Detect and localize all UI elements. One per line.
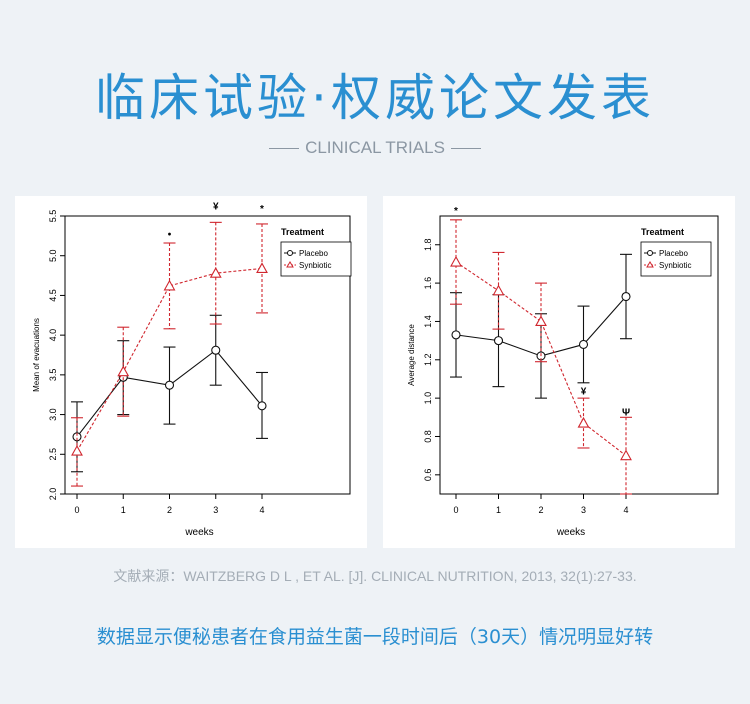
data-point-synbiotic bbox=[492, 284, 505, 296]
legend-marker-circle bbox=[287, 250, 293, 256]
x-tick-label: 3 bbox=[581, 505, 586, 515]
significance-mark: * bbox=[454, 206, 458, 217]
significance-mark: * bbox=[260, 204, 264, 215]
y-tick-label: 5.0 bbox=[48, 249, 58, 262]
data-point-synbiotic bbox=[577, 416, 590, 428]
legend-title: Treatment bbox=[641, 227, 684, 237]
legend-box bbox=[640, 241, 712, 277]
y-tick-label: 1.2 bbox=[423, 354, 433, 367]
data-point-synbiotic bbox=[71, 444, 83, 456]
x-axis-label: weeks bbox=[556, 527, 585, 538]
x-tick-label: 1 bbox=[496, 505, 501, 515]
y-tick-label: 1.0 bbox=[423, 392, 433, 405]
x-tick-label: 4 bbox=[259, 505, 264, 515]
data-point-synbiotic bbox=[209, 267, 222, 278]
chart-average-distance: 0.6 0.8 1.0 1.2 1.4 1.6 1.8 0 1 2 3 4 weeks Average d… bbox=[407, 206, 719, 538]
x-tick-label: 3 bbox=[213, 505, 218, 515]
citation-text: 文献来源：WAITZBERG D L , ET AL. [J]. CLINICA… bbox=[113, 568, 637, 584]
x-tick-label: 0 bbox=[74, 505, 79, 515]
data-point-placebo bbox=[211, 345, 221, 355]
legend-marker-triangle bbox=[286, 261, 294, 268]
legend-entry-label: Placebo bbox=[659, 249, 688, 258]
x-tick-label: 2 bbox=[167, 505, 172, 515]
chart-panel-distance: 0.6 0.8 1.0 1.2 1.4 1.6 1.8 0 1 2 3 4 weeks Average d… bbox=[383, 196, 735, 548]
significance-mark: ¥ bbox=[213, 202, 219, 213]
data-point-placebo bbox=[257, 401, 267, 411]
y-tick-label: 0.8 bbox=[423, 430, 433, 443]
legend-title: Treatment bbox=[281, 227, 324, 237]
chart-evacuations: 2.0 2.5 3.0 3.5 4.0 4.5 5.0 5.5 0 1 2 3 4 weeks Mean o… bbox=[32, 202, 352, 538]
legend-box bbox=[280, 241, 352, 277]
data-point-synbiotic bbox=[256, 262, 268, 273]
y-tick-label: 4.5 bbox=[48, 289, 58, 302]
legend-marker-triangle bbox=[646, 261, 654, 268]
subtitle-rule-left bbox=[269, 148, 300, 150]
y-tick-label: 4.0 bbox=[48, 329, 58, 342]
y-tick-label: 0.6 bbox=[423, 469, 433, 482]
x-axis-label: weeks bbox=[184, 527, 213, 538]
legend-marker-circle bbox=[647, 250, 653, 256]
y-tick-label: 2.0 bbox=[48, 488, 58, 501]
subtitle-text: CLINICAL TRIALS bbox=[305, 138, 445, 157]
x-tick-label: 4 bbox=[623, 505, 628, 515]
y-tick-label: 1.4 bbox=[423, 315, 433, 328]
page-subtitle: CLINICAL TRIALS bbox=[0, 138, 750, 158]
data-point-placebo bbox=[578, 339, 589, 350]
data-point-placebo bbox=[164, 380, 175, 390]
data-point-placebo bbox=[451, 330, 461, 340]
legend-entry-label: Synbiotic bbox=[659, 261, 691, 270]
y-tick-label: 3.0 bbox=[48, 408, 58, 421]
y-tick-label: 5.5 bbox=[48, 210, 58, 223]
subtitle-rule-right bbox=[450, 148, 481, 150]
y-tick-label: 3.5 bbox=[48, 369, 58, 382]
plot-frame bbox=[64, 215, 351, 495]
legend-entry-label: Synbiotic bbox=[299, 261, 331, 270]
x-tick-label: 1 bbox=[121, 505, 126, 515]
data-point-placebo bbox=[493, 336, 504, 346]
y-axis-label: Mean of evacuations bbox=[32, 318, 41, 392]
data-point-placebo bbox=[621, 291, 631, 302]
page-title: 临床试验·权威论文发表 bbox=[95, 69, 655, 127]
x-tick-label: 0 bbox=[453, 505, 458, 515]
y-axis-label: Average distance bbox=[407, 324, 416, 386]
x-tick-label: 2 bbox=[538, 505, 543, 515]
data-point-synbiotic bbox=[450, 255, 462, 267]
data-point-synbiotic bbox=[117, 365, 130, 377]
y-tick-label: 1.6 bbox=[423, 277, 433, 290]
chart-panel-evacuations: 2.0 2.5 3.0 3.5 4.0 4.5 5.0 5.5 0 1 2 3 4 weeks Mean o… bbox=[15, 196, 367, 548]
significance-mark: Ψ bbox=[622, 407, 630, 418]
y-tick-label: 2.5 bbox=[48, 448, 58, 461]
series-line-synbiotic bbox=[455, 261, 627, 457]
data-point-synbiotic bbox=[163, 279, 176, 291]
series-line-synbiotic bbox=[76, 267, 263, 452]
legend-entry-label: Placebo bbox=[299, 249, 328, 258]
data-point-synbiotic bbox=[535, 315, 547, 326]
plot-frame bbox=[439, 215, 719, 495]
data-point-synbiotic bbox=[620, 449, 632, 461]
significance-mark: ¥ bbox=[581, 386, 587, 397]
significance-mark: • bbox=[168, 229, 172, 240]
y-tick-label: 1.8 bbox=[423, 239, 433, 252]
caption-text: 数据显示便秘患者在食用益生菌一段时间后（30天）情况明显好转 bbox=[96, 626, 654, 648]
